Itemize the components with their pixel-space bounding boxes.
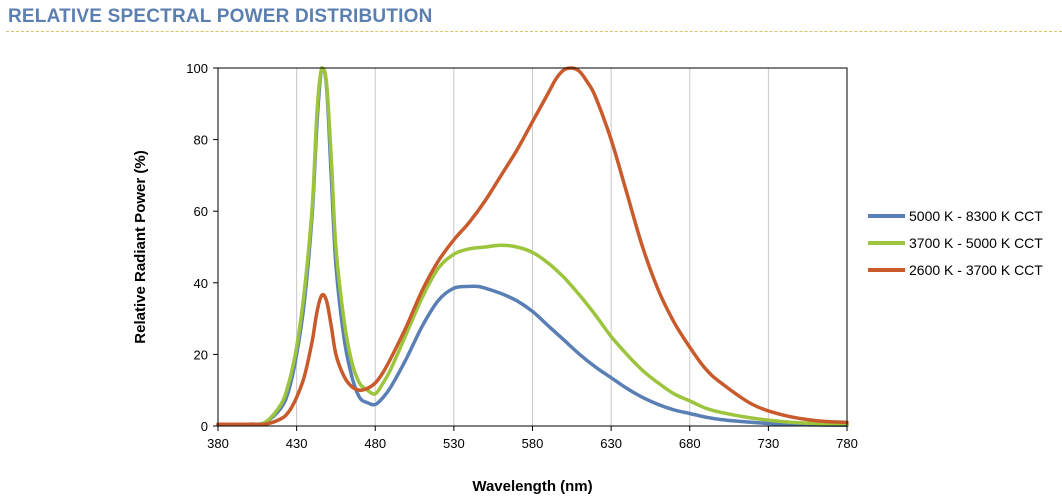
section-title: RELATIVE SPECTRAL POWER DISTRIBUTION [8, 6, 433, 27]
section-header: RELATIVE SPECTRAL POWER DISTRIBUTION [0, 0, 1062, 34]
x-axis-title: Wavelength (nm) [472, 478, 592, 495]
x-tick-label: 480 [364, 436, 386, 451]
chart-ticks: 380 430 480 530 580 630 680 730 780 0 20 40 60 80 100 [186, 61, 858, 451]
x-tick-label: 680 [679, 436, 701, 451]
x-tick-label: 530 [443, 436, 465, 451]
y-tick-label: 40 [194, 276, 208, 291]
chart-legend: 5000 K - 8300 K CCT 3700 K - 5000 K CCT 26… [868, 208, 1043, 278]
x-tick-label: 630 [600, 436, 622, 451]
x-tick-label: 430 [286, 436, 308, 451]
legend-label-3: 2600 K - 3700 K CCT [909, 262, 1043, 278]
x-tick-label: 580 [522, 436, 544, 451]
y-axis-title: Relative Radiant Power (%) [132, 150, 149, 343]
chart-grid [296, 68, 769, 426]
series-line-3 [216, 66, 849, 427]
x-tick-label: 380 [207, 436, 229, 451]
dashed-divider [6, 31, 1062, 32]
y-tick-label: 60 [194, 204, 208, 219]
y-tick-label: 80 [194, 133, 208, 148]
legend-label-1: 5000 K - 8300 K CCT [909, 208, 1043, 224]
series-line-2 [216, 66, 849, 427]
legend-label-2: 3700 K - 5000 K CCT [909, 235, 1043, 251]
x-tick-label: 780 [836, 436, 858, 451]
x-tick-label: 730 [758, 436, 780, 451]
chart-series [216, 66, 849, 428]
y-tick-label: 100 [186, 61, 208, 76]
y-tick-label: 0 [201, 419, 208, 434]
y-tick-label: 20 [194, 347, 208, 362]
